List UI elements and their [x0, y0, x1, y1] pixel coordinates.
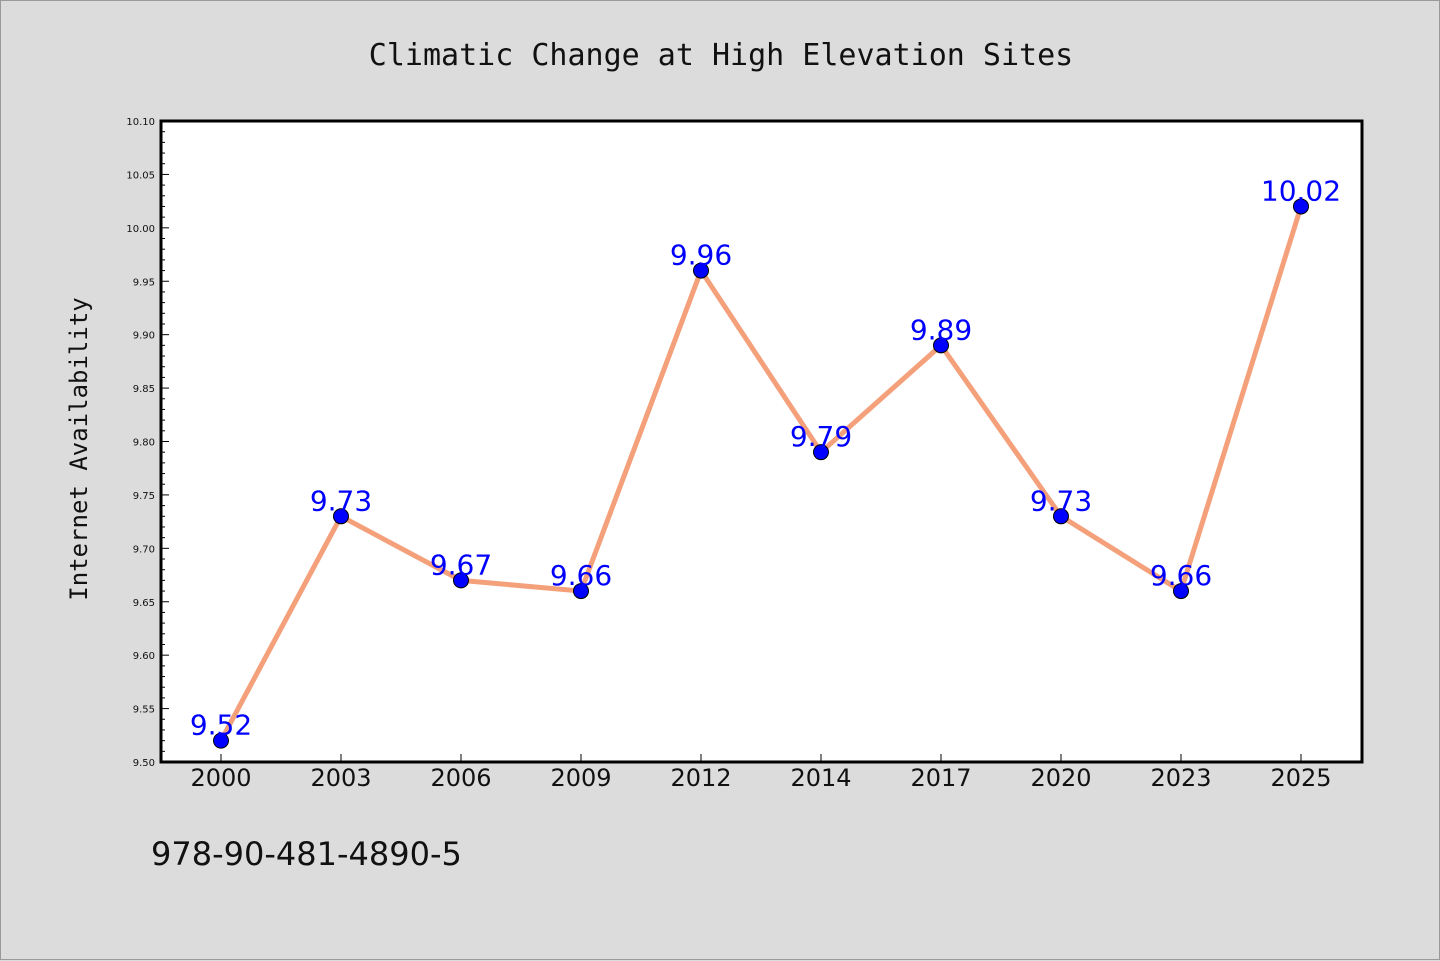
y-tick-label: 10.05	[126, 170, 155, 181]
isbn-footer: 978-90-481-4890-5	[151, 835, 462, 873]
data-point	[693, 262, 709, 279]
data-point	[1173, 583, 1189, 600]
y-tick-label: 9.95	[133, 277, 155, 288]
data-label: 9.52	[190, 709, 252, 742]
x-tick-label: 2003	[310, 764, 371, 792]
series-line	[218, 205, 1304, 742]
x-tick-label: 2025	[1270, 764, 1331, 792]
y-tick-label: 9.65	[133, 598, 155, 609]
x-tick-label: 2017	[910, 764, 971, 792]
data-point	[213, 732, 229, 749]
plot-area	[161, 121, 1362, 762]
data-label: 9.79	[790, 420, 852, 453]
data-point	[453, 572, 469, 589]
plot-border	[159, 119, 1364, 764]
y-tick-label: 9.70	[133, 544, 155, 555]
y-tick-label: 9.90	[133, 331, 155, 342]
y-tick-label: 9.75	[133, 491, 155, 502]
y-tick-label: 9.55	[133, 705, 155, 716]
data-label: 9.66	[1150, 559, 1212, 592]
data-point	[573, 583, 589, 600]
data-label: 9.73	[310, 484, 372, 517]
data-label: 9.67	[430, 548, 492, 581]
x-tick-label: 2006	[430, 764, 491, 792]
x-axis: 2000 2003 2006 2009 2012 2014 2017 2020 2023 2025	[190, 754, 1332, 792]
x-tick-label: 2012	[670, 764, 731, 792]
chart-title: Climatic Change at High Elevation Sites	[369, 38, 1073, 73]
data-label: 9.89	[910, 313, 972, 346]
x-tick-label: 2009	[550, 764, 611, 792]
x-tick-label: 2014	[790, 764, 851, 792]
data-label: 10.02	[1261, 174, 1341, 207]
data-point	[813, 444, 829, 461]
y-tick-label: 10.00	[126, 224, 155, 235]
data-point	[1293, 198, 1309, 215]
series-group: 9.52 9.73 9.67 9.66 9.96 9.79 9.89 9.73 9.66 10.0…	[190, 174, 1341, 749]
x-tick-label: 2000	[190, 764, 251, 792]
data-label: 9.66	[550, 559, 612, 592]
y-axis-label: Internet Availability	[65, 297, 93, 600]
data-point	[333, 508, 349, 525]
data-point	[933, 337, 949, 354]
x-tick-label: 2023	[1150, 764, 1211, 792]
data-label: 9.73	[1030, 484, 1092, 517]
y-tick-label: 9.60	[133, 651, 155, 662]
y-tick-label: 9.85	[133, 384, 155, 395]
y-tick-label: 10.10	[126, 117, 155, 128]
data-point	[1053, 508, 1069, 525]
x-tick-label: 2020	[1030, 764, 1091, 792]
y-tick-label: 9.50	[133, 758, 155, 769]
data-label: 9.96	[670, 239, 732, 272]
y-tick-label: 9.80	[133, 438, 155, 449]
